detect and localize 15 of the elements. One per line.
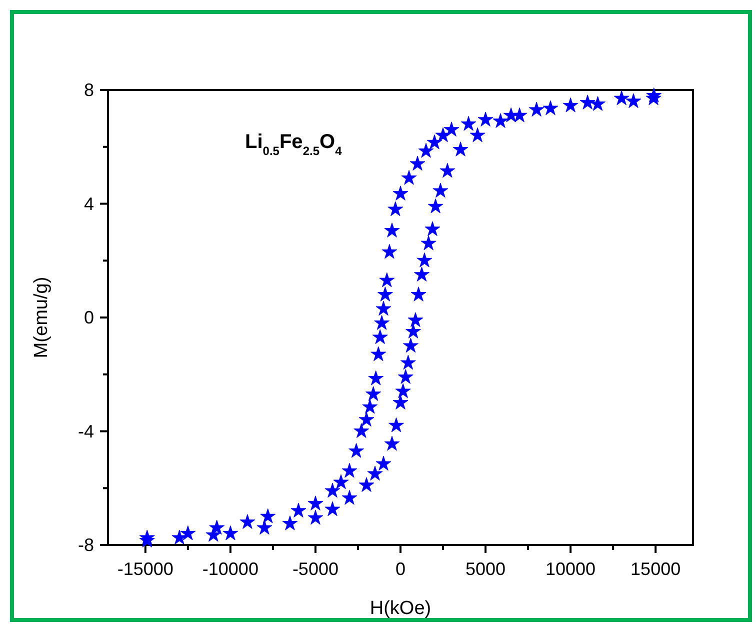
- x-tick-label: -5000: [292, 559, 338, 579]
- x-tick-label: 10000: [546, 559, 596, 579]
- y-axis-title: M(emu/g): [31, 276, 52, 358]
- x-tick-label: -10000: [202, 559, 258, 579]
- y-tick-label: -8: [78, 535, 94, 555]
- x-tick-label: -15000: [117, 559, 174, 579]
- y-tick-label: 0: [84, 308, 94, 328]
- annotation: Li$_{0.5}$Fe$_{2.5}$O$_{4}$: [245, 131, 342, 158]
- y-tick-label: 4: [84, 194, 94, 214]
- y-tick-label: 8: [84, 80, 94, 100]
- y-tick-label: -4: [78, 421, 94, 442]
- x-tick-label: 15000: [630, 559, 681, 579]
- x-tick-label: 0: [395, 559, 406, 579]
- x-axis-title: H(kOe): [370, 598, 432, 619]
- x-tick-label: 5000: [466, 559, 506, 579]
